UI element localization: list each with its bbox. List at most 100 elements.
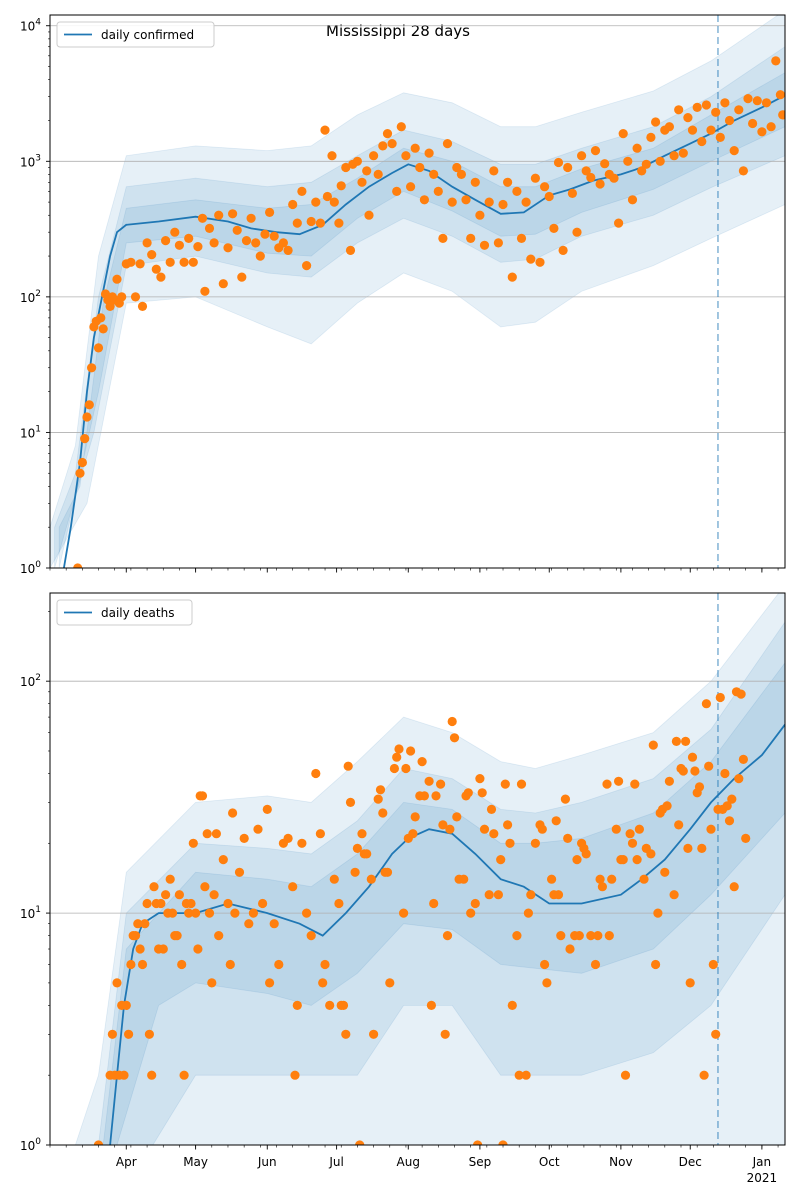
observed-point <box>581 849 591 859</box>
observed-point <box>459 874 469 884</box>
observed-point <box>170 227 180 237</box>
observed-point <box>551 816 561 826</box>
observed-point <box>653 908 663 918</box>
observed-point <box>496 855 506 865</box>
observed-point <box>625 829 635 839</box>
observed-point <box>558 245 568 255</box>
observed-point <box>595 179 605 189</box>
observed-point <box>161 890 171 900</box>
observed-point <box>479 824 490 834</box>
observed-point <box>479 240 490 250</box>
observed-point <box>475 774 485 784</box>
observed-point <box>639 874 649 884</box>
observed-point <box>516 779 527 789</box>
uncertainty-band-middle <box>98 621 785 1145</box>
uncertainty-band-middle <box>54 46 785 568</box>
deaths-panel: 100 101 102 Apr May Jun Jul Aug Sep Oct Nov Dec Jan 2… <box>20 592 786 1185</box>
observed-point <box>364 210 374 220</box>
observed-point <box>410 143 420 153</box>
observed-point <box>161 236 171 246</box>
observed-point <box>373 169 383 179</box>
observed-point <box>82 412 92 422</box>
observed-point <box>646 132 656 142</box>
observed-point <box>137 959 148 970</box>
observed-point <box>327 151 337 161</box>
observed-point <box>729 882 739 892</box>
observed-point <box>96 313 106 323</box>
observed-point <box>431 791 441 801</box>
observed-point <box>179 257 189 267</box>
observed-point <box>237 272 247 282</box>
observed-point <box>724 115 735 126</box>
observed-point <box>590 146 601 156</box>
x-tick-year-label: 2021 <box>747 1171 778 1185</box>
observed-point <box>611 824 621 834</box>
observed-point <box>211 829 221 839</box>
observed-point <box>156 272 166 282</box>
observed-point <box>369 151 379 161</box>
observed-point <box>473 1140 483 1145</box>
legend-box <box>56 21 215 48</box>
observed-point <box>382 867 393 877</box>
observed-point <box>604 931 614 941</box>
observed-point <box>119 1070 129 1080</box>
observed-point <box>711 1029 721 1039</box>
observed-point <box>734 774 744 784</box>
legend: daily deaths <box>56 599 193 626</box>
observed-point <box>202 829 212 839</box>
observed-point <box>614 218 624 228</box>
observed-point <box>493 238 503 248</box>
observed-point <box>197 213 208 223</box>
observed-point <box>329 874 339 884</box>
observed-point <box>671 736 682 747</box>
observed-point <box>449 733 460 743</box>
observed-point <box>632 143 642 153</box>
observed-point <box>93 1140 104 1145</box>
observed-point <box>563 833 573 844</box>
observed-point <box>463 788 473 798</box>
observed-point <box>197 791 208 801</box>
observed-point <box>241 236 252 246</box>
y-tick-label: 104 <box>20 18 41 34</box>
observed-point <box>687 125 698 135</box>
observed-point <box>288 199 298 210</box>
observed-point <box>172 931 182 941</box>
observed-point <box>699 1070 709 1080</box>
observed-point <box>260 229 270 239</box>
observed-point <box>290 1070 300 1080</box>
observed-point <box>512 931 522 941</box>
observed-point <box>188 257 198 267</box>
observed-point <box>207 978 217 988</box>
observed-point <box>392 186 402 196</box>
observed-point <box>618 129 628 139</box>
observed-point <box>572 855 582 865</box>
observed-point <box>507 1000 517 1011</box>
observed-point <box>419 195 429 205</box>
observed-point <box>147 250 157 260</box>
observed-point <box>399 908 409 918</box>
observed-point <box>553 157 564 168</box>
observed-point <box>637 166 647 176</box>
observed-point <box>704 761 714 771</box>
observed-point <box>265 207 275 217</box>
observed-point <box>694 782 705 792</box>
observed-point <box>470 177 480 187</box>
uncertainty-band-inner <box>102 662 785 1145</box>
observed-point <box>396 122 406 132</box>
observed-point <box>690 766 700 776</box>
observed-point <box>445 824 455 834</box>
observed-point <box>174 890 184 900</box>
observed-point <box>230 908 240 918</box>
observed-point <box>595 874 605 884</box>
observed-point <box>117 292 127 302</box>
observed-point <box>697 843 707 854</box>
observed-point <box>269 919 279 929</box>
observed-point <box>357 177 367 187</box>
observed-point <box>438 233 448 243</box>
observed-point <box>73 563 83 568</box>
observed-point <box>701 100 712 110</box>
observed-point <box>530 173 541 183</box>
observed-point <box>706 824 716 834</box>
observed-point <box>761 98 772 108</box>
observed-point <box>641 159 651 169</box>
